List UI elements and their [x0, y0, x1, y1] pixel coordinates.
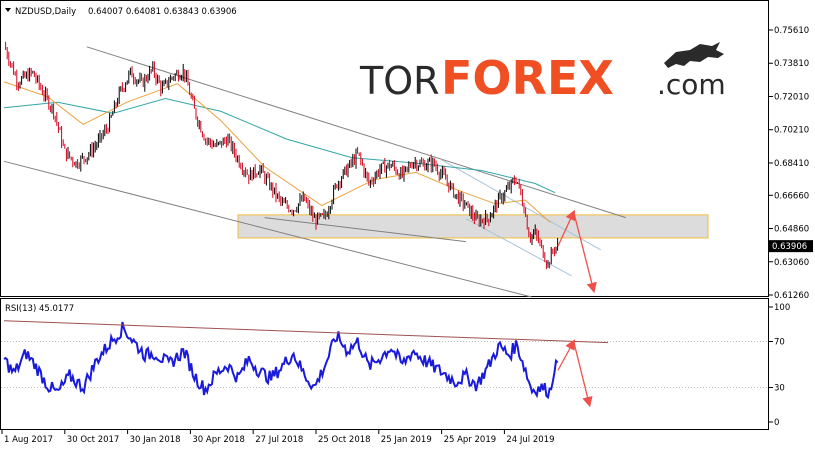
chart-header: NZDUSD,Daily 0.64007 0.64081 0.63843 0.6…	[5, 7, 237, 17]
x-tick-label: 25 Jan 2019	[381, 435, 432, 445]
ma-fast-line	[3, 81, 551, 223]
x-tick-label: 25 Oct 2018	[318, 435, 371, 445]
x-tick-label: 30 Oct 2017	[67, 435, 120, 445]
price-tick-label: 0.70210	[774, 126, 809, 136]
rsi-forecast-arrow-1	[573, 341, 593, 408]
short-channel-line-0	[440, 159, 602, 251]
x-tick-label: 25 Apr 2019	[444, 435, 497, 445]
symbol-label: NZDUSD,Daily	[15, 7, 76, 17]
rsi-tick-label: 30	[774, 384, 785, 394]
price-tick-label: 0.66660	[774, 191, 809, 201]
forecast-arrow-0	[557, 209, 576, 247]
rsi-tick-label: 70	[774, 338, 785, 348]
x-tick-label: 24 Jul 2019	[506, 435, 554, 445]
rsi-tick-label: 0	[774, 418, 779, 428]
torforex-logo: TOR FOREX .com	[359, 42, 726, 105]
x-tick-label: 1 Aug 2017	[4, 435, 53, 445]
x-tick-label: 27 Jul 2018	[255, 435, 303, 445]
rsi-label: RSI(13) 45.0177	[5, 304, 74, 314]
rsi-panel-frame	[0, 298, 769, 430]
rsi-forecast-arrow-0	[557, 339, 575, 371]
price-tick-label: 0.64860	[774, 225, 809, 235]
price-tick-label: 0.73810	[774, 59, 809, 69]
price-tick-label: 0.63060	[774, 258, 809, 268]
current-price-tag	[769, 240, 813, 253]
triangle-down-icon	[5, 8, 11, 12]
price-panel-frame	[0, 0, 769, 297]
channel-line-0	[86, 46, 626, 219]
ma-slow-line	[3, 97, 556, 194]
logo-text-tor: TOR	[359, 59, 440, 103]
logo-text-forex: FOREX	[441, 51, 614, 105]
channel-line-1	[3, 160, 532, 298]
price-tick-label: 0.75610	[774, 26, 809, 36]
rsi-trendline	[3, 320, 608, 344]
price-tick-label: 0.72010	[774, 92, 809, 102]
x-tick-label: 30 Apr 2018	[192, 435, 245, 445]
channel-line-2	[264, 217, 466, 243]
price-tick-label: 0.68410	[774, 159, 809, 169]
forecast-arrow-1	[573, 211, 597, 294]
candles	[5, 41, 559, 270]
bull-icon	[664, 42, 724, 68]
rsi-tick-label: 100	[774, 303, 790, 313]
logo-text-com: .com	[657, 68, 726, 101]
x-tick-label: 30 Jan 2018	[130, 435, 181, 445]
current-price-value: 0.63906	[772, 242, 807, 252]
ohlc-label: 0.64007 0.64081 0.63843 0.63906	[88, 7, 237, 17]
price-tick-label: 0.61260	[774, 291, 809, 301]
rsi-line	[3, 321, 559, 400]
